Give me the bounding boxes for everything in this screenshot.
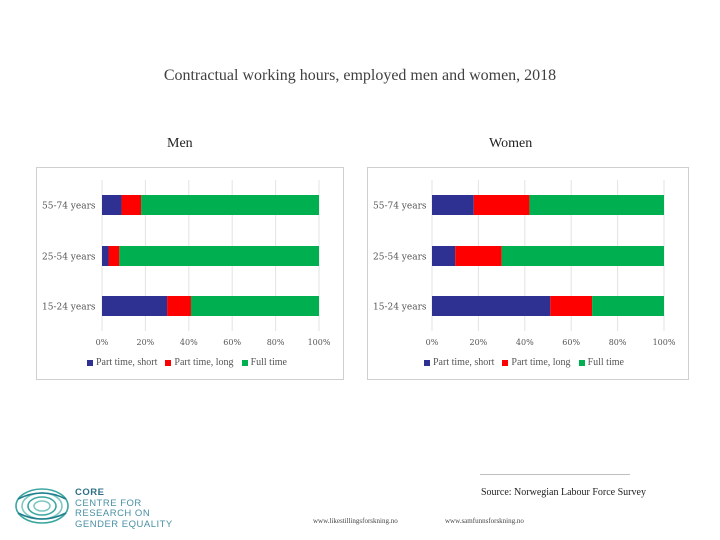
category-label: 15-24 years [42,303,96,313]
legend-item: Full time [241,357,287,368]
x-tick-label: 80% [609,338,627,347]
source-note: Source: Norwegian Labour Force Survey [481,487,646,498]
x-tick-label: 100% [653,338,676,347]
bar-segment [432,195,474,215]
logo-line: GENDER EQUALITY [75,518,173,530]
women-chart: 0% 20% 40% 60% 80% 100% 55-74 years 25-54 years… [367,167,689,380]
x-tick-label: 0% [96,338,109,347]
men-chart-title: Men [167,136,193,151]
core-logo-icon [15,488,69,524]
bar-segment [190,296,319,316]
legend-swatch [87,359,93,366]
men-chart-svg: 0% 20% 40% 60% 80% 100% 55-74 years 25-54 years… [42,180,331,347]
legend-item: Part time, long [165,357,234,368]
x-tick-label: 40% [516,338,534,347]
women-legend: Part time, short Part time, long Full ti… [424,357,624,368]
bar-segment [167,296,191,316]
x-tick-label: 20% [470,338,488,347]
x-tick-label: 20% [137,338,155,347]
legend-swatch [165,359,172,366]
bar-segment [432,246,456,266]
legend-swatch [502,359,509,366]
category-label: 55-74 years [42,202,96,212]
logo-line: RESEARCH ON [75,508,151,519]
source-divider [480,474,630,475]
legend-label: Full time [250,357,287,368]
x-tick-label: 40% [180,338,198,347]
legend-item: Part time, short [87,357,157,368]
core-logo-text: CORE CENTRE FOR RESEARCH ON GENDER EQUAL… [75,487,173,530]
bar-segment [473,195,530,215]
legend-swatch [424,359,430,366]
page-title: Contractual working hours, employed men … [163,67,557,84]
logo-line: CORE [75,487,105,498]
url-samfunn[interactable]: www.samfunnsforskning.no [445,517,524,525]
legend-label: Part time, long [174,357,234,368]
url-likestilling[interactable]: www.likestillingsforskning.no [313,517,398,525]
legend-label: Part time, short [96,357,158,368]
legend-swatch [578,359,585,366]
women-chart-title: Women [489,136,533,151]
legend-item: Part time, short [424,357,494,368]
legend-label: Part time, short [433,357,495,368]
legend-swatch [241,359,248,366]
x-tick-label: 60% [223,338,241,347]
logo-line: CENTRE FOR [75,497,142,509]
bar-segment [119,246,319,266]
bar-segment [102,195,122,215]
bar-segment [550,296,593,316]
category-label: 55-74 years [373,202,427,212]
legend-item: Part time, long [502,357,571,368]
bar-segment [501,246,664,266]
bar-segment [141,195,319,215]
category-label: 15-24 years [373,303,427,313]
bar-segment [121,195,142,215]
bar-segment [455,246,502,266]
x-tick-label: 60% [562,338,580,347]
legend-label: Full time [587,357,624,368]
x-tick-label: 100% [308,338,331,347]
men-chart: 0% 20% 40% 60% 80% 100% 55-74 years 25-54 years… [36,167,344,380]
bar-segment [102,246,109,266]
bar-segment [108,246,120,266]
legend-item: Full time [578,357,624,368]
men-legend: Part time, short Part time, long Full ti… [87,357,287,368]
legend-label: Part time, long [511,357,571,368]
category-label: 25-54 years [42,253,96,263]
women-chart-svg: 0% 20% 40% 60% 80% 100% 55-74 years 25-54 years… [373,180,676,347]
bar-segment [102,296,168,316]
category-label: 25-54 years [373,253,427,263]
bar-segment [592,296,664,316]
bar-segment [432,296,551,316]
bar-segment [529,195,664,215]
x-tick-label: 0% [426,338,439,347]
x-tick-label: 80% [267,338,285,347]
